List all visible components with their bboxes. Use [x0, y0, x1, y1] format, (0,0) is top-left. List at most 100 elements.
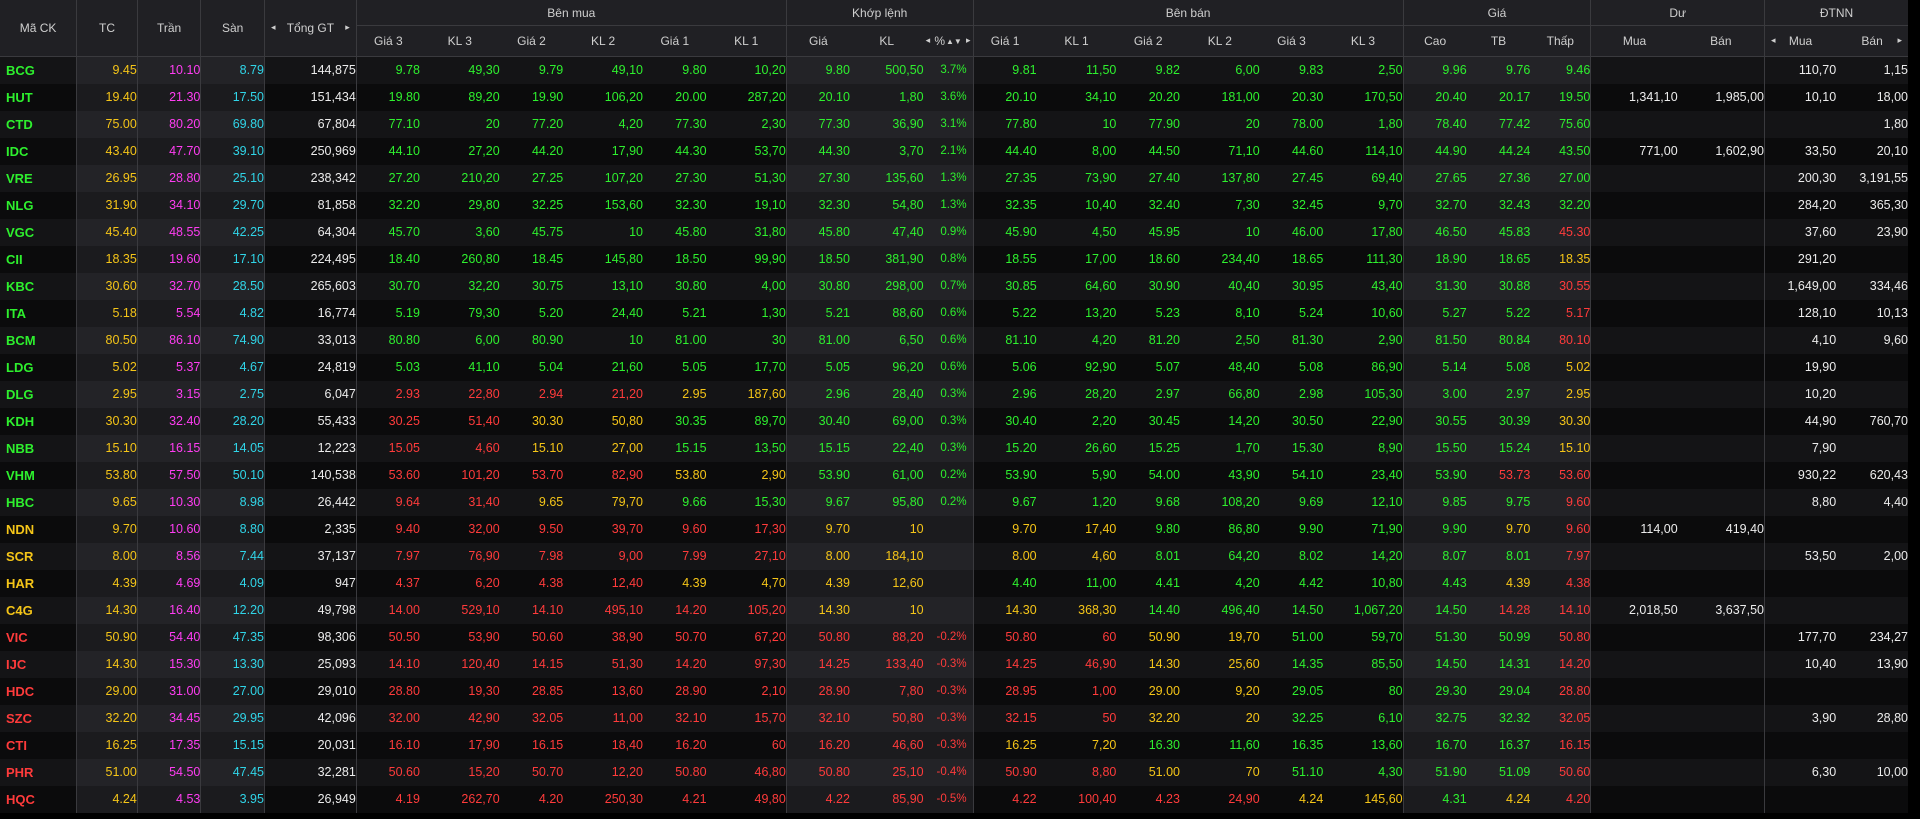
- table-row[interactable]: VGC 45.40 48.55 42.25 64,304 45.70 3,60 45.75 10…: [0, 218, 1908, 246]
- symbol-cell[interactable]: CII: [0, 245, 77, 273]
- table-row[interactable]: SZC 32.20 34.45 29.95 42,096 32.00 42,90 32.05 1…: [0, 704, 1908, 732]
- header-match-price[interactable]: Giá: [785, 25, 850, 57]
- table-row[interactable]: PHR 51.00 54.50 47.45 32,281 50.60 15,20 50.70 1…: [0, 758, 1908, 786]
- high-price-cell: 46.50: [1402, 218, 1467, 246]
- percent-right-icon[interactable]: ▸: [966, 35, 971, 45]
- table-row[interactable]: BCG 9.45 10.10 8.79 144,875 9.78 49,30 9.79 49,1…: [0, 56, 1908, 84]
- header-floor[interactable]: Sàn: [200, 0, 265, 57]
- bid-price-3-cell: 7.97: [355, 542, 420, 570]
- scroll-right-icon[interactable]: ▸: [345, 22, 350, 32]
- high-price-cell: 5.27: [1402, 299, 1467, 327]
- header-ask-price-2[interactable]: Giá 2: [1116, 25, 1180, 57]
- table-row[interactable]: HQC 4.24 4.53 3.95 26,949 4.19 262,70 4.20 250,3…: [0, 785, 1908, 813]
- header-bid-volume-1[interactable]: KL 1: [706, 25, 787, 57]
- table-row[interactable]: CII 18.35 19.60 17.10 224,495 18.40 260,80 18.4…: [0, 245, 1908, 273]
- header-bid-price-3[interactable]: Giá 3: [355, 25, 420, 57]
- foreign-left-icon[interactable]: ◂: [1770, 35, 1776, 45]
- header-high[interactable]: Cao: [1402, 25, 1467, 57]
- table-row[interactable]: IDC 43.40 47.70 39.10 250,969 44.10 27,20 44.20…: [0, 137, 1908, 165]
- symbol-cell[interactable]: IJC: [0, 650, 77, 678]
- symbol-cell[interactable]: CTD: [0, 110, 77, 138]
- header-foreign-sell[interactable]: Bán ▸: [1836, 25, 1908, 57]
- header-ask-price-1[interactable]: Giá 1: [972, 25, 1037, 57]
- header-ask-volume-1[interactable]: KL 1: [1036, 25, 1117, 57]
- symbol-cell[interactable]: CTI: [0, 731, 77, 759]
- foreign-right-icon[interactable]: ▸: [1897, 35, 1902, 45]
- table-row[interactable]: VHM 53.80 57.50 50.10 140,538 53.60 101,20 53.7…: [0, 461, 1908, 489]
- scroll-left-icon[interactable]: ◂: [270, 22, 276, 32]
- symbol-cell[interactable]: KBC: [0, 272, 77, 300]
- header-total-value[interactable]: ◂ Tổng GT ▸: [263, 0, 357, 57]
- table-row[interactable]: CTD 75.00 80.20 69.80 67,804 77.10 20 77.20 4,20…: [0, 110, 1908, 138]
- header-reference[interactable]: TC: [76, 0, 138, 57]
- table-row[interactable]: HDC 29.00 31.00 27.00 29,010 28.80 19,30 28.85 1…: [0, 677, 1908, 705]
- header-surplus-sell[interactable]: Bán: [1677, 25, 1765, 57]
- surplus-buy-cell: [1590, 353, 1678, 381]
- symbol-cell[interactable]: BCG: [0, 56, 77, 84]
- header-ceiling[interactable]: Trần: [136, 0, 201, 57]
- symbol-cell[interactable]: C4G: [0, 596, 77, 624]
- symbol-cell[interactable]: LDG: [0, 353, 77, 381]
- header-low[interactable]: Thấp: [1530, 25, 1591, 57]
- table-row[interactable]: SCR 8.00 8.56 7.44 37,137 7.97 76,90 7.98 9,00 7.…: [0, 542, 1908, 570]
- table-row[interactable]: IJC 14.30 15.30 13.30 25,093 14.10 120,40 14.15…: [0, 650, 1908, 678]
- header-average[interactable]: TB: [1466, 25, 1531, 57]
- symbol-cell[interactable]: SCR: [0, 542, 77, 570]
- symbol-cell[interactable]: VHM: [0, 461, 77, 489]
- table-row[interactable]: KDH 30.30 32.40 28.20 55,433 30.25 51,40 30.30 5…: [0, 407, 1908, 435]
- percent-left-icon[interactable]: ◂: [925, 35, 931, 45]
- symbol-cell[interactable]: HDC: [0, 677, 77, 705]
- symbol-cell[interactable]: VIC: [0, 623, 77, 651]
- table-row[interactable]: NLG 31.90 34.10 29.70 81,858 32.20 29,80 32.25 1…: [0, 191, 1908, 219]
- table-row[interactable]: LDG 5.02 5.37 4.67 24,819 5.03 41,10 5.04 21,60 5…: [0, 353, 1908, 381]
- symbol-cell[interactable]: NBB: [0, 434, 77, 462]
- sort-icon[interactable]: ▲▼: [945, 37, 962, 47]
- header-match-volume[interactable]: KL: [849, 25, 924, 57]
- symbol-cell[interactable]: VGC: [0, 218, 77, 246]
- total-value-cell: 224,495: [263, 245, 357, 273]
- header-surplus-buy[interactable]: Mua: [1590, 25, 1678, 57]
- bid-price-2-cell: 9.79: [499, 56, 564, 84]
- match-price-cell: 5.05: [785, 353, 850, 381]
- symbol-cell[interactable]: NDN: [0, 515, 77, 543]
- table-row[interactable]: HBC 9.65 10.30 8.98 26,442 9.64 31,40 9.65 79,70…: [0, 488, 1908, 516]
- table-row[interactable]: C4G 14.30 16.40 12.20 49,798 14.00 529,10 14.10…: [0, 596, 1908, 624]
- table-row[interactable]: ITA 5.18 5.54 4.82 16,774 5.19 79,30 5.20 24,40 5…: [0, 299, 1908, 327]
- table-row[interactable]: NBB 15.10 16.15 14.05 12,223 15.05 4,60 15.10 27…: [0, 434, 1908, 462]
- symbol-cell[interactable]: DLG: [0, 380, 77, 408]
- symbol-cell[interactable]: PHR: [0, 758, 77, 786]
- symbol-cell[interactable]: HUT: [0, 83, 77, 111]
- symbol-cell[interactable]: HQC: [0, 785, 77, 813]
- header-bid-volume-3[interactable]: KL 3: [419, 25, 500, 57]
- table-row[interactable]: NDN 9.70 10.60 8.80 2,335 9.40 32,00 9.50 39,70 9…: [0, 515, 1908, 543]
- header-foreign-buy[interactable]: ◂ Mua: [1763, 25, 1837, 57]
- high-price-cell: 8.07: [1402, 542, 1467, 570]
- table-row[interactable]: VRE 26.95 28.80 25.10 238,342 27.20 210,20 27.2…: [0, 164, 1908, 192]
- header-ask-volume-3[interactable]: KL 3: [1323, 25, 1404, 57]
- symbol-cell[interactable]: HAR: [0, 569, 77, 597]
- symbol-cell[interactable]: KDH: [0, 407, 77, 435]
- header-symbol[interactable]: Mã CK: [0, 0, 77, 57]
- table-row[interactable]: CTI 16.25 17.35 15.15 20,031 16.10 17,90 16.15 1…: [0, 731, 1908, 759]
- header-match-percent[interactable]: ◂ %▲▼ ▸: [923, 25, 974, 57]
- header-ask-volume-2[interactable]: KL 2: [1179, 25, 1260, 57]
- symbol-cell[interactable]: HBC: [0, 488, 77, 516]
- header-bid-price-2[interactable]: Giá 2: [499, 25, 564, 57]
- table-row[interactable]: DLG 2.95 3.15 2.75 6,047 2.93 22,80 2.94 21,20 2.…: [0, 380, 1908, 408]
- table-row[interactable]: KBC 30.60 32.70 28.50 265,603 30.70 32,20 30.75…: [0, 272, 1908, 300]
- table-row[interactable]: BCM 80.50 86.10 74.90 33,013 80.80 6,00 80.90 10…: [0, 326, 1908, 354]
- ask-volume-3-cell: 114,10: [1323, 137, 1404, 165]
- header-bid-volume-2[interactable]: KL 2: [563, 25, 643, 57]
- table-row[interactable]: HUT 19.40 21.30 17.50 151,434 19.80 89,20 19.90…: [0, 83, 1908, 111]
- symbol-cell[interactable]: VRE: [0, 164, 77, 192]
- symbol-cell[interactable]: ITA: [0, 299, 77, 327]
- header-bid-price-1[interactable]: Giá 1: [642, 25, 707, 57]
- bid-volume-2-cell: 79,70: [563, 488, 643, 516]
- table-row[interactable]: VIC 50.90 54.40 47.35 98,306 50.50 53,90 50.60 3…: [0, 623, 1908, 651]
- table-row[interactable]: HAR 4.39 4.69 4.09 947 4.37 6,20 4.38 12,40 4.39 4…: [0, 569, 1908, 597]
- header-ask-price-3[interactable]: Giá 3: [1259, 25, 1324, 57]
- symbol-cell[interactable]: IDC: [0, 137, 77, 165]
- symbol-cell[interactable]: SZC: [0, 704, 77, 732]
- symbol-cell[interactable]: NLG: [0, 191, 77, 219]
- symbol-cell[interactable]: BCM: [0, 326, 77, 354]
